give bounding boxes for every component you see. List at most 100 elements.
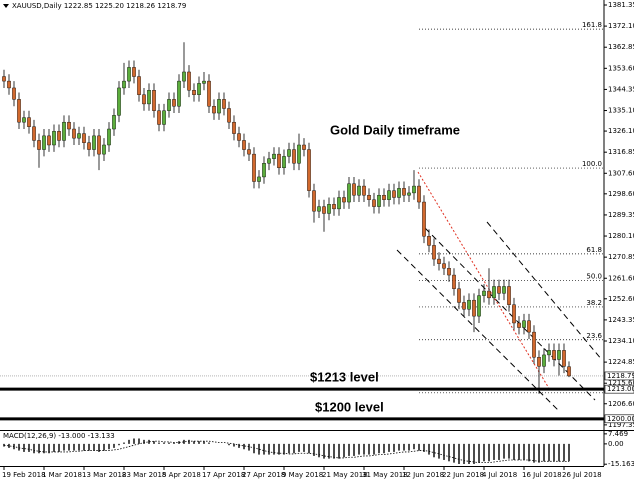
fib-label: 50.0 <box>586 272 602 280</box>
candle-body <box>437 258 441 264</box>
candle-body <box>212 105 216 114</box>
x-tick-label: 5 Apr 2018 <box>162 471 201 479</box>
candle-body <box>532 331 536 358</box>
y-tick-label: 1252.60 <box>608 295 634 303</box>
candle-body <box>217 99 221 114</box>
candle-body <box>162 110 166 125</box>
y-tick-label: 1344.35 <box>608 85 634 93</box>
x-tick-label: 27 Apr 2018 <box>242 471 285 479</box>
candle-body <box>247 149 251 155</box>
candle-body <box>52 131 56 146</box>
signal-line <box>3 440 570 464</box>
candle-body <box>357 185 361 196</box>
candle-body <box>317 206 321 212</box>
candle-body <box>497 286 501 294</box>
candle-body <box>432 245 436 260</box>
candle-body <box>537 357 541 367</box>
candle-body <box>377 194 381 207</box>
level-name: $1213 level <box>310 370 379 385</box>
x-tick-label: 22 Jun 2018 <box>442 471 484 479</box>
candle-body <box>452 274 456 289</box>
candle-body <box>207 80 211 107</box>
candle-body <box>302 144 306 150</box>
fib-label: 100.0 <box>582 160 602 168</box>
candle-body <box>412 185 416 194</box>
candle-body <box>7 80 11 89</box>
candle-body <box>387 190 391 200</box>
candle-body <box>407 192 411 196</box>
y-tick-label: -15.163 <box>608 460 634 468</box>
candle-body <box>502 286 506 294</box>
candle-body <box>457 288 461 303</box>
y-tick-label: 1224.85 <box>608 358 634 366</box>
candle-body <box>442 263 446 269</box>
menu-icon <box>3 4 9 8</box>
candle-body <box>337 197 341 210</box>
candle-body <box>522 320 526 328</box>
candle-body <box>2 76 6 82</box>
x-tick-label: 23 Mar 2018 <box>122 471 166 479</box>
candle-body <box>27 117 31 127</box>
candle-body <box>312 190 316 212</box>
y-tick-label: 1381.35 <box>608 1 634 9</box>
candle-body <box>527 320 531 333</box>
candle-body <box>447 268 451 276</box>
candle-body <box>177 80 181 107</box>
fib-label: 61.8 <box>586 246 602 254</box>
indicator-title: MACD(12,26,9) -13.000 -13.133 <box>3 432 115 440</box>
candle-body <box>182 71 186 82</box>
candle-body <box>47 135 51 146</box>
candle-body <box>512 304 516 324</box>
candle-body <box>362 185 366 196</box>
candle-body <box>372 199 376 207</box>
level-label: 1200.00 <box>607 415 634 423</box>
candle-body <box>397 188 401 198</box>
candle-body <box>237 133 241 141</box>
candle-body <box>42 135 46 150</box>
y-tick-label: 1206.60 <box>608 400 634 408</box>
price-label: 1218.79 <box>607 372 634 380</box>
candle-body <box>122 80 126 89</box>
y-tick-label: 1215.60 <box>608 379 634 387</box>
x-tick-label: 19 Feb 2018 <box>2 471 46 479</box>
x-tick-label: 12 Jun 2018 <box>402 471 444 479</box>
candle-body <box>17 99 21 123</box>
candle-body <box>297 144 301 164</box>
candle-body <box>382 194 386 200</box>
candle-body <box>492 286 496 299</box>
candle-body <box>472 299 476 317</box>
candle-body <box>222 99 226 109</box>
candle-body <box>192 90 196 95</box>
y-tick-label: 1326.10 <box>608 127 634 135</box>
candle-body <box>477 295 481 317</box>
y-tick-label: 1353.60 <box>608 64 634 72</box>
candle-body <box>72 128 76 139</box>
candle-body <box>482 290 486 296</box>
candle-body <box>57 131 61 141</box>
candle-body <box>562 350 566 367</box>
channel <box>396 171 603 413</box>
candle-body <box>547 350 551 356</box>
x-tick-label: 4 Jul 2018 <box>482 471 517 479</box>
candle-body <box>92 135 96 150</box>
candle-body <box>287 149 291 157</box>
channel-line <box>396 249 561 413</box>
candle-body <box>152 90 156 111</box>
candle-body <box>417 185 421 203</box>
y-tick-label: 1243.35 <box>608 316 634 324</box>
candle-body <box>202 80 206 84</box>
level-label: 1213.00 <box>607 385 634 393</box>
candle-body <box>227 108 231 123</box>
annotation: Gold Daily timeframe <box>330 122 460 137</box>
candle-body <box>157 110 161 125</box>
candle-body <box>307 149 311 191</box>
candle-body <box>402 188 406 196</box>
candle-body <box>22 117 26 123</box>
candle-body <box>292 149 296 164</box>
x-tick-label: 9 May 2018 <box>282 471 323 479</box>
candle-body <box>97 135 101 155</box>
y-tick-label: 1270.85 <box>608 253 634 261</box>
candle-body <box>167 99 171 111</box>
